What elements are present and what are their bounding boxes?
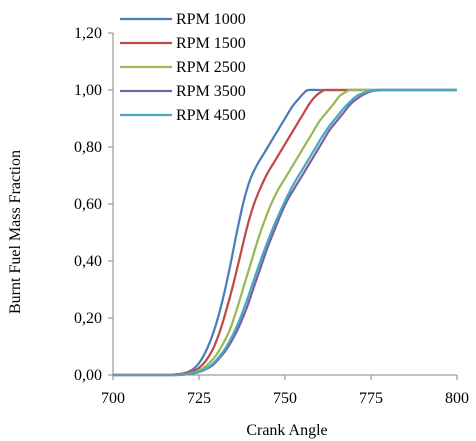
series-line-4	[112, 88, 457, 377]
y-tick-label: 0,20	[74, 310, 102, 327]
series-layer	[112, 88, 457, 377]
tick-layer: 0,00 0,20 0,40 0,60 0,80 1,00 1,20 700 725 750 775…	[74, 25, 469, 407]
legend-label-2: RPM 1500	[176, 35, 246, 52]
y-tick-label: 0,60	[74, 196, 102, 213]
x-axis-title: Crank Angle	[246, 422, 327, 439]
x-tick-label: 800	[445, 390, 469, 407]
y-axis-title: Burnt Fuel Mass Fraction	[7, 150, 24, 314]
x-tick-label: 725	[187, 390, 211, 407]
legend-label-5: RPM 4500	[176, 107, 246, 124]
legend-label-4: RPM 3500	[176, 83, 246, 100]
legend-label-3: RPM 2500	[176, 59, 246, 76]
x-tick-label: 700	[101, 390, 125, 407]
y-tick-label: 0,80	[74, 139, 102, 156]
legend-label-1: RPM 1000	[176, 11, 246, 28]
series-line-1	[112, 88, 457, 377]
series-line-3	[112, 88, 457, 377]
legend: RPM 1000 RPM 1500 RPM 2500 RPM 3500 RPM 4500	[120, 11, 246, 124]
y-tick-label: 1,00	[74, 82, 102, 99]
y-tick-label: 1,20	[74, 25, 102, 42]
y-tick-label: 0,00	[74, 367, 102, 384]
x-tick-label: 775	[359, 390, 383, 407]
y-tick-label: 0,40	[74, 253, 102, 270]
x-tick-label: 750	[273, 390, 297, 407]
series-line-5	[112, 88, 457, 377]
series-line-2	[112, 88, 457, 377]
